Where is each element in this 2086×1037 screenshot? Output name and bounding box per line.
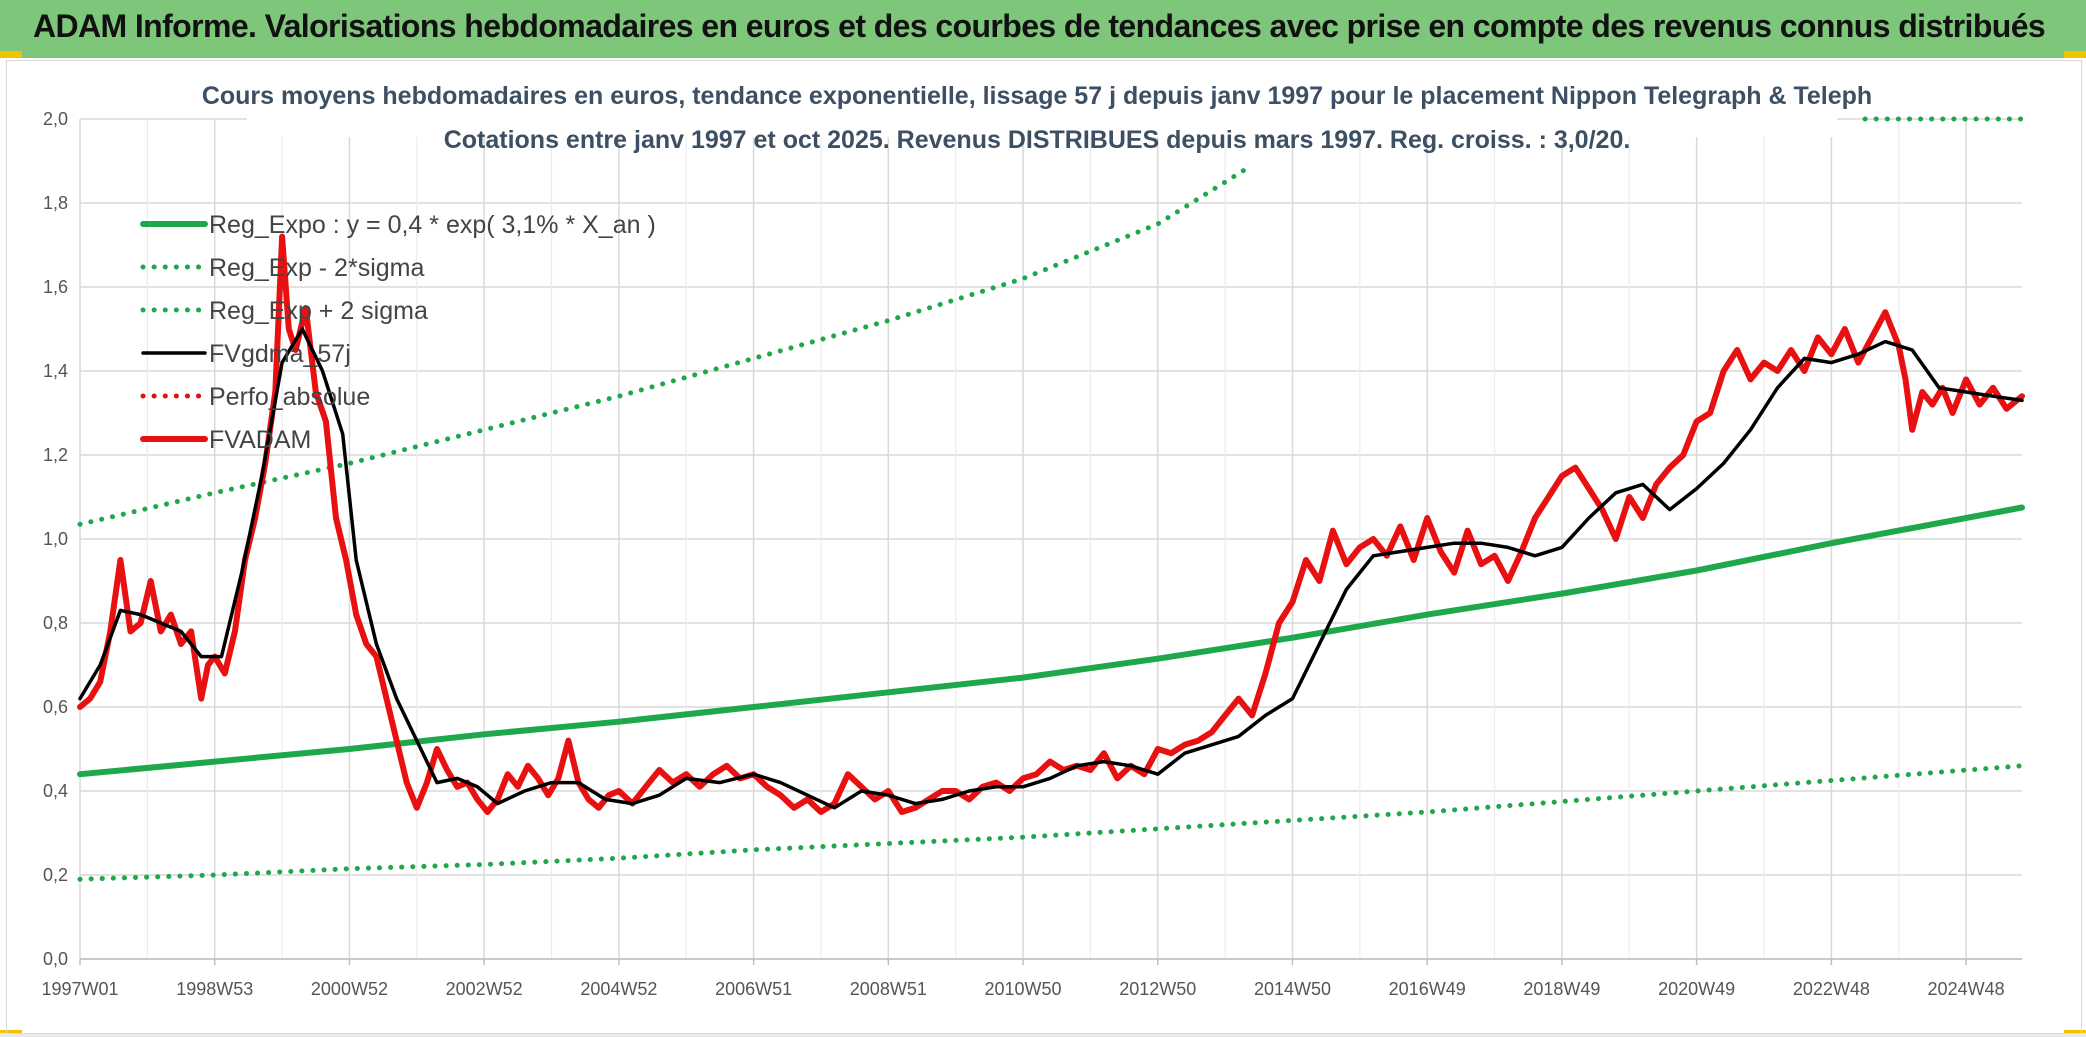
legend-label: Reg_Exp - 2*sigma: [209, 254, 424, 282]
x-tick-label: 2000W52: [311, 979, 388, 999]
y-tick-label: 0,4: [43, 781, 68, 801]
y-tick-label: 0,0: [43, 949, 68, 969]
trend-chart: 0,0 0,2 0,4 0,6 0,8 1,0 1,2 1,4 1,6 1,8 2,0 1997W0…: [41, 65, 2025, 999]
y-tick-label: 1,6: [43, 277, 68, 297]
series-reg-exp-line: [77, 763, 2025, 882]
series-fvgdma-57j-line: [78, 327, 2024, 810]
series-reg-expo-line: [77, 504, 2025, 778]
chart-title: Cours moyens hebdomadaires en euros, ten…: [202, 82, 1872, 110]
footer-band: [0, 1033, 2086, 1037]
series-fvadam-line: [77, 233, 2025, 815]
y-tick-label: 1,8: [43, 193, 68, 213]
y-tick-label: 0,6: [43, 697, 68, 717]
y-tick-label: 2,0: [43, 109, 68, 129]
header-band: [0, 0, 2086, 58]
x-tick-label: 2004W52: [580, 979, 657, 999]
x-tick-label: 2022W48: [1793, 979, 1870, 999]
chart-subtitle: Cotations entre janv 1997 et oct 2025. R…: [444, 126, 1631, 154]
legend-label: Perfo_absolue: [209, 383, 370, 411]
report-banner: ADAM Informe. Valorisations hebdomadaire…: [33, 8, 2046, 44]
corner-marker: [2064, 51, 2086, 58]
grid: [79, 118, 2022, 965]
x-tick-label: 2016W49: [1389, 979, 1466, 999]
x-tick-label: 1997W01: [41, 979, 118, 999]
legend-label: FVgdma_57j: [209, 340, 351, 368]
x-tick-label: 2024W48: [1928, 979, 2005, 999]
x-tick-label: 2014W50: [1254, 979, 1331, 999]
y-tick-label: 0,8: [43, 613, 68, 633]
y-tick-label: 1,0: [43, 529, 68, 549]
series-layer: [77, 116, 2025, 882]
x-tick-label: 2012W50: [1119, 979, 1196, 999]
y-tick-label: 0,2: [43, 865, 68, 885]
x-tick-label: 2010W50: [985, 979, 1062, 999]
x-tick-label: 2018W49: [1523, 979, 1600, 999]
x-tick-label: 2020W49: [1658, 979, 1735, 999]
corner-marker: [0, 51, 22, 58]
y-axis-labels: 0,0 0,2 0,4 0,6 0,8 1,0 1,2 1,4 1,6 1,8 2,0: [43, 109, 68, 969]
chart-titles: Cours moyens hebdomadaires en euros, ten…: [202, 65, 1872, 154]
x-tick-label: 2006W51: [715, 979, 792, 999]
x-tick-label: 1998W53: [176, 979, 253, 999]
y-tick-label: 1,2: [43, 445, 68, 465]
x-tick-label: 2008W51: [850, 979, 927, 999]
chart-area: 0,0 0,2 0,4 0,6 0,8 1,0 1,2 1,4 1,6 1,8 2,0 1997W0…: [6, 60, 2082, 1034]
legend-label: Reg_Expo : y = 0,4 * exp( 3,1% * X_an ): [209, 211, 656, 239]
legend: Reg_Expo : y = 0,4 * exp( 3,1% * X_an ) R…: [140, 211, 656, 454]
legend-label: FVADAM: [209, 426, 311, 454]
x-axis-labels: 1997W01 1998W53 2000W52 2002W52 2004W52 2006W…: [41, 979, 2004, 999]
y-tick-label: 1,4: [43, 361, 68, 381]
series-reg-exp-line: [77, 166, 1248, 527]
legend-label: Reg_Exp + 2 sigma: [209, 297, 428, 325]
x-tick-label: 2002W52: [446, 979, 523, 999]
